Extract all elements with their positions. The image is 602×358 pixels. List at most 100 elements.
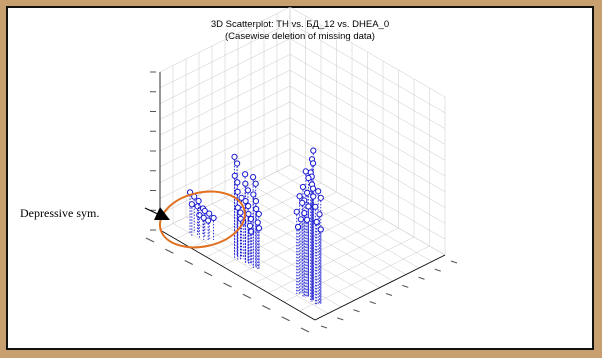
data-point [315,188,322,195]
y-tick [385,293,393,296]
data-point [309,160,317,167]
data-point [206,210,213,217]
grid-line [237,190,394,282]
data-point [255,225,263,232]
annotation-arrowhead [154,207,170,220]
data-point [237,209,244,216]
grid-line [159,38,291,104]
data-point [313,218,320,226]
grid-line [159,85,291,152]
grid-line [159,54,291,120]
data-point [234,160,241,167]
data-point [316,211,323,218]
data-point [242,197,249,205]
grid-line [289,85,446,177]
data-point [317,194,324,201]
x-tick [242,293,252,299]
data-point [231,153,238,160]
data-point [238,194,245,201]
x-tick [203,271,213,277]
grid-line [289,6,446,98]
data-point [317,226,324,233]
data-point [244,187,252,194]
data-point [210,214,217,222]
grid-line [159,69,291,136]
data-point [245,210,252,218]
y-tick [320,325,328,329]
grid-line [289,38,446,129]
data-point [294,223,302,231]
data-point [296,193,303,200]
y-tick [418,276,425,280]
axis-edge [159,229,316,321]
grid-line [159,6,291,73]
data-point [246,222,254,229]
grid-line [289,22,446,114]
data-point [242,171,249,178]
data-point [195,197,202,205]
data-point [299,183,307,191]
data-point [293,208,300,215]
data-point [305,203,312,210]
x-tick [223,282,232,288]
data-point [245,202,252,210]
grid-line [289,69,446,161]
data-point [234,188,241,195]
data-point [188,201,195,208]
highlight-ellipse [158,190,246,249]
axis-edge [314,254,446,321]
overlay [144,190,246,249]
data-point [297,216,304,223]
grid-line [268,227,399,294]
data-point [252,180,259,187]
data-point [194,203,201,210]
axis-ticks [145,71,458,333]
data-point [255,210,262,218]
data-point [302,168,309,175]
y-tick [337,317,344,321]
y-tick [353,309,360,313]
data-point [305,174,312,182]
data-point [310,193,317,200]
y-tick [450,260,458,264]
grid-line [299,245,430,312]
data-point [248,228,255,235]
chart-title: 3D Scatterplot: TH vs. БД_12 vs. DHEA_0 [210,19,390,30]
data-point [205,217,212,224]
data-points [186,147,324,305]
grid-line [283,236,415,303]
data-point [252,197,260,205]
data-point [299,199,306,206]
data-point [242,180,249,187]
y-tick [369,301,376,305]
data-point [231,172,238,179]
data-point [250,174,257,181]
data-point [312,203,319,210]
grid-line [289,54,446,145]
y-tick [402,284,409,288]
depressive-annotation: Depressive sym. [20,206,100,220]
data-point [250,191,257,198]
data-point [301,210,308,217]
x-tick [165,248,174,254]
x-tick [184,260,193,265]
data-point [196,212,203,219]
grid-line [159,22,291,89]
x-tick [281,316,290,322]
x-tick [145,237,155,243]
y-tick [434,268,441,272]
x-tick [300,327,310,333]
data-point [254,219,261,226]
grid-line [289,164,446,256]
data-point [309,185,317,192]
data-point [234,204,241,211]
data-point [304,189,311,196]
data-point [234,179,241,186]
data-point [310,147,317,154]
grid-line [250,184,407,275]
grid-line [263,177,420,269]
data-point [304,216,311,223]
x-tick [262,305,271,310]
